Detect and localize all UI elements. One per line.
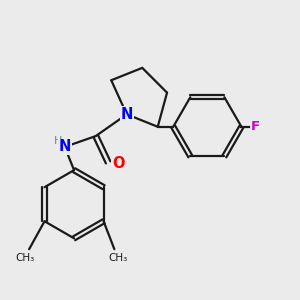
Text: O: O [112, 156, 124, 171]
Text: CH₃: CH₃ [109, 253, 128, 263]
Text: F: F [251, 120, 260, 133]
Text: N: N [58, 140, 71, 154]
Text: CH₃: CH₃ [16, 253, 35, 263]
Text: N: N [121, 107, 133, 122]
Text: H: H [54, 136, 62, 146]
